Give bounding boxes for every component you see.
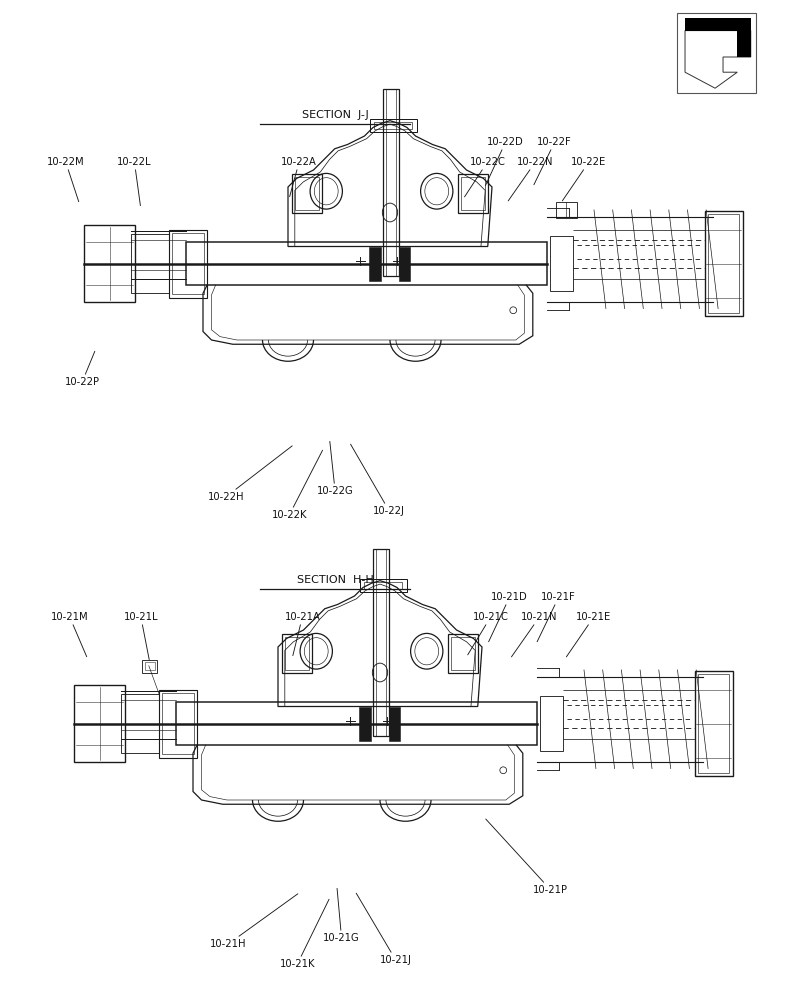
Text: 10-22H: 10-22H <box>208 446 292 502</box>
Bar <box>74 685 125 762</box>
Text: 10-21N: 10-21N <box>511 612 558 657</box>
Bar <box>162 693 194 754</box>
Text: 10-22C: 10-22C <box>465 157 505 197</box>
Bar <box>131 234 169 293</box>
Bar <box>176 702 537 745</box>
Bar <box>695 671 733 776</box>
Bar <box>708 214 739 313</box>
Text: 10-21A: 10-21A <box>284 612 320 656</box>
Bar <box>295 177 319 210</box>
Bar <box>451 637 475 670</box>
Bar <box>698 674 730 773</box>
Polygon shape <box>685 18 751 31</box>
Text: 10-21K: 10-21K <box>280 899 329 969</box>
Text: 10-21C: 10-21C <box>468 612 508 655</box>
Text: 10-21F: 10-21F <box>537 592 576 642</box>
Text: 10-22L: 10-22L <box>117 157 152 206</box>
Bar <box>549 236 573 291</box>
Text: 10-22E: 10-22E <box>562 157 607 201</box>
Bar <box>540 696 562 751</box>
Bar <box>384 89 399 276</box>
Text: 10-21J: 10-21J <box>356 893 411 965</box>
Text: SECTION  J-J: SECTION J-J <box>302 110 368 120</box>
Text: 10-22A: 10-22A <box>281 157 317 197</box>
Text: 10-21H: 10-21H <box>210 894 298 949</box>
Bar <box>373 549 389 736</box>
Text: 10-21G: 10-21G <box>323 888 360 943</box>
Bar <box>376 549 386 736</box>
Bar <box>370 119 418 132</box>
Bar <box>159 690 197 758</box>
Bar <box>284 637 309 670</box>
Bar <box>385 89 396 276</box>
Bar <box>359 706 371 740</box>
Bar <box>120 694 159 753</box>
Bar <box>556 202 577 218</box>
Bar <box>398 246 410 280</box>
Bar <box>172 233 204 294</box>
Bar <box>142 660 158 672</box>
Bar <box>364 582 402 589</box>
Text: 10-21L: 10-21L <box>124 612 158 660</box>
Text: 10-22P: 10-22P <box>65 351 99 387</box>
Text: 10-22K: 10-22K <box>271 450 322 520</box>
Bar <box>84 225 135 302</box>
Text: 10-22D: 10-22D <box>486 137 524 186</box>
Polygon shape <box>737 31 751 57</box>
Bar <box>169 230 207 298</box>
Bar <box>389 706 401 740</box>
Text: 10-21E: 10-21E <box>566 612 612 657</box>
Text: 10-22M: 10-22M <box>47 157 85 202</box>
Text: 10-21D: 10-21D <box>489 592 528 642</box>
Bar <box>374 122 411 129</box>
Bar <box>461 177 485 210</box>
Bar <box>282 634 312 672</box>
Text: 10-22G: 10-22G <box>317 441 353 496</box>
Bar <box>705 211 743 316</box>
Text: 10-21M: 10-21M <box>51 612 89 657</box>
Bar <box>292 174 322 213</box>
Text: 10-22F: 10-22F <box>534 137 572 185</box>
Text: 10-21P: 10-21P <box>486 819 568 895</box>
Bar <box>368 246 381 280</box>
Bar <box>677 13 756 93</box>
Bar <box>186 242 547 285</box>
Bar <box>448 634 478 672</box>
Text: 10-22N: 10-22N <box>508 157 553 201</box>
Bar <box>458 174 488 213</box>
Bar <box>360 579 407 592</box>
Text: SECTION  H-H: SECTION H-H <box>297 575 373 585</box>
Text: 10-22J: 10-22J <box>351 444 405 516</box>
Bar <box>145 662 155 670</box>
